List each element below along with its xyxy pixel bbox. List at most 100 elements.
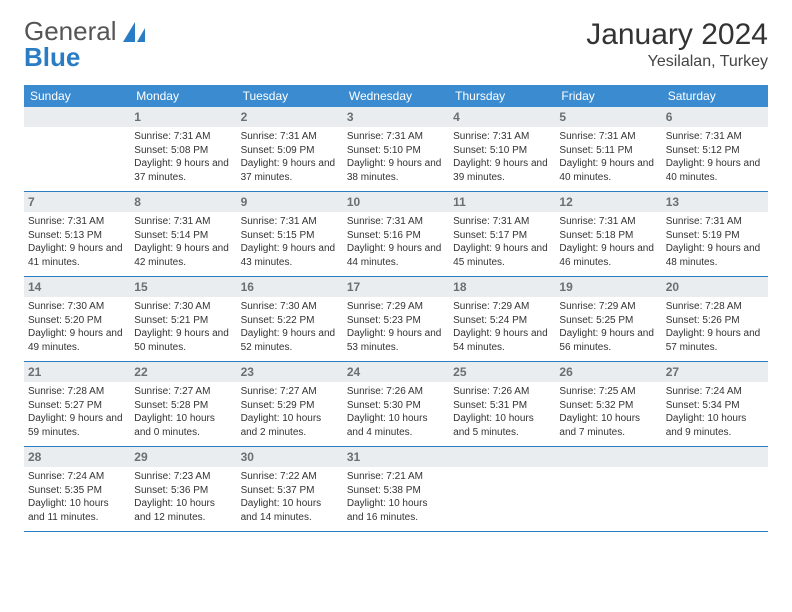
day-number: 31 — [343, 447, 449, 467]
daylight-line: Daylight: 10 hours and 12 minutes. — [134, 497, 232, 524]
sunrise-line: Sunrise: 7:26 AM — [347, 385, 445, 399]
daylight-line: Daylight: 9 hours and 54 minutes. — [453, 327, 551, 354]
sunset-line: Sunset: 5:09 PM — [241, 144, 339, 158]
day-cell: 8Sunrise: 7:31 AMSunset: 5:14 PMDaylight… — [130, 192, 236, 276]
day-cell: 19Sunrise: 7:29 AMSunset: 5:25 PMDayligh… — [555, 277, 661, 361]
day-number: 13 — [662, 192, 768, 212]
daylight-line: Daylight: 10 hours and 0 minutes. — [134, 412, 232, 439]
day-number: 22 — [130, 362, 236, 382]
day-cell: 25Sunrise: 7:26 AMSunset: 5:31 PMDayligh… — [449, 362, 555, 446]
sunrise-line: Sunrise: 7:31 AM — [666, 215, 764, 229]
day-cell: 12Sunrise: 7:31 AMSunset: 5:18 PMDayligh… — [555, 192, 661, 276]
daylight-line: Daylight: 9 hours and 42 minutes. — [134, 242, 232, 269]
day-number: 14 — [24, 277, 130, 297]
day-number — [555, 447, 661, 467]
title-block: January 2024 Yesilalan, Turkey — [586, 18, 768, 71]
daylight-line: Daylight: 9 hours and 45 minutes. — [453, 242, 551, 269]
sunset-line: Sunset: 5:10 PM — [453, 144, 551, 158]
day-cell: 1Sunrise: 7:31 AMSunset: 5:08 PMDaylight… — [130, 107, 236, 191]
sunset-line: Sunset: 5:26 PM — [666, 314, 764, 328]
daylight-line: Daylight: 9 hours and 40 minutes. — [666, 157, 764, 184]
day-number: 6 — [662, 107, 768, 127]
location: Yesilalan, Turkey — [586, 53, 768, 71]
logo-word-2: Blue — [24, 42, 80, 72]
sunrise-line: Sunrise: 7:30 AM — [241, 300, 339, 314]
sunrise-line: Sunrise: 7:31 AM — [347, 215, 445, 229]
daylight-line: Daylight: 9 hours and 53 minutes. — [347, 327, 445, 354]
sunrise-line: Sunrise: 7:31 AM — [241, 215, 339, 229]
weeks-container: 1Sunrise: 7:31 AMSunset: 5:08 PMDaylight… — [24, 107, 768, 532]
day-number: 26 — [555, 362, 661, 382]
day-cell: 10Sunrise: 7:31 AMSunset: 5:16 PMDayligh… — [343, 192, 449, 276]
day-number: 21 — [24, 362, 130, 382]
sunset-line: Sunset: 5:38 PM — [347, 484, 445, 498]
sunrise-line: Sunrise: 7:26 AM — [453, 385, 551, 399]
logo-sail-icon — [121, 20, 149, 49]
day-cell: 14Sunrise: 7:30 AMSunset: 5:20 PMDayligh… — [24, 277, 130, 361]
day-number: 28 — [24, 447, 130, 467]
sunset-line: Sunset: 5:11 PM — [559, 144, 657, 158]
daylight-line: Daylight: 9 hours and 56 minutes. — [559, 327, 657, 354]
daylight-line: Daylight: 9 hours and 59 minutes. — [28, 412, 126, 439]
day-cell: 30Sunrise: 7:22 AMSunset: 5:37 PMDayligh… — [237, 447, 343, 531]
day-cell: 16 Sunrise: 7:30 AMSunset: 5:22 PMDayligh… — [237, 277, 343, 361]
sunrise-line: Sunrise: 7:31 AM — [453, 130, 551, 144]
day-cell-empty — [449, 447, 555, 531]
weekday-friday: Friday — [555, 85, 661, 107]
sunrise-line: Sunrise: 7:28 AM — [666, 300, 764, 314]
day-number: 16 — [237, 277, 343, 297]
sunset-line: Sunset: 5:17 PM — [453, 229, 551, 243]
weekday-monday: Monday — [130, 85, 236, 107]
sunrise-line: Sunrise: 7:25 AM — [559, 385, 657, 399]
day-cell: 3Sunrise: 7:31 AMSunset: 5:10 PMDaylight… — [343, 107, 449, 191]
day-cell: 22Sunrise: 7:27 AMSunset: 5:28 PMDayligh… — [130, 362, 236, 446]
daylight-line: Daylight: 9 hours and 57 minutes. — [666, 327, 764, 354]
day-cell: 13Sunrise: 7:31 AMSunset: 5:19 PMDayligh… — [662, 192, 768, 276]
sunrise-line: Sunrise: 7:30 AM — [28, 300, 126, 314]
calendar: SundayMondayTuesdayWednesdayThursdayFrid… — [24, 85, 768, 532]
day-number: 1 — [130, 107, 236, 127]
weekday-thursday: Thursday — [449, 85, 555, 107]
sunrise-line: Sunrise: 7:31 AM — [559, 215, 657, 229]
weekday-tuesday: Tuesday — [237, 85, 343, 107]
day-number: 23 — [237, 362, 343, 382]
day-number: 29 — [130, 447, 236, 467]
day-cell-empty — [24, 107, 130, 191]
sunset-line: Sunset: 5:25 PM — [559, 314, 657, 328]
daylight-line: Daylight: 9 hours and 52 minutes. — [241, 327, 339, 354]
day-cell: 18Sunrise: 7:29 AMSunset: 5:24 PMDayligh… — [449, 277, 555, 361]
daylight-line: Daylight: 9 hours and 37 minutes. — [241, 157, 339, 184]
sunrise-line: Sunrise: 7:29 AM — [347, 300, 445, 314]
day-number — [662, 447, 768, 467]
day-number: 9 — [237, 192, 343, 212]
sunset-line: Sunset: 5:19 PM — [666, 229, 764, 243]
day-number: 27 — [662, 362, 768, 382]
sunset-line: Sunset: 5:34 PM — [666, 399, 764, 413]
sunrise-line: Sunrise: 7:27 AM — [241, 385, 339, 399]
daylight-line: Daylight: 10 hours and 5 minutes. — [453, 412, 551, 439]
week-row: 28Sunrise: 7:24 AMSunset: 5:35 PMDayligh… — [24, 447, 768, 532]
daylight-line: Daylight: 10 hours and 4 minutes. — [347, 412, 445, 439]
daylight-line: Daylight: 9 hours and 46 minutes. — [559, 242, 657, 269]
day-cell: 6Sunrise: 7:31 AMSunset: 5:12 PMDaylight… — [662, 107, 768, 191]
day-number: 8 — [130, 192, 236, 212]
day-number: 3 — [343, 107, 449, 127]
logo: General Blue — [24, 18, 149, 70]
sunrise-line: Sunrise: 7:21 AM — [347, 470, 445, 484]
sunset-line: Sunset: 5:22 PM — [241, 314, 339, 328]
day-number: 20 — [662, 277, 768, 297]
weekday-header-row: SundayMondayTuesdayWednesdayThursdayFrid… — [24, 85, 768, 107]
daylight-line: Daylight: 9 hours and 41 minutes. — [28, 242, 126, 269]
daylight-line: Daylight: 9 hours and 39 minutes. — [453, 157, 551, 184]
day-cell: 26Sunrise: 7:25 AMSunset: 5:32 PMDayligh… — [555, 362, 661, 446]
sunrise-line: Sunrise: 7:31 AM — [453, 215, 551, 229]
day-number: 24 — [343, 362, 449, 382]
day-number: 17 — [343, 277, 449, 297]
day-number — [449, 447, 555, 467]
day-cell: 31Sunrise: 7:21 AMSunset: 5:38 PMDayligh… — [343, 447, 449, 531]
sunset-line: Sunset: 5:32 PM — [559, 399, 657, 413]
sunrise-line: Sunrise: 7:31 AM — [28, 215, 126, 229]
sunset-line: Sunset: 5:31 PM — [453, 399, 551, 413]
daylight-line: Daylight: 9 hours and 50 minutes. — [134, 327, 232, 354]
day-cell-empty — [555, 447, 661, 531]
